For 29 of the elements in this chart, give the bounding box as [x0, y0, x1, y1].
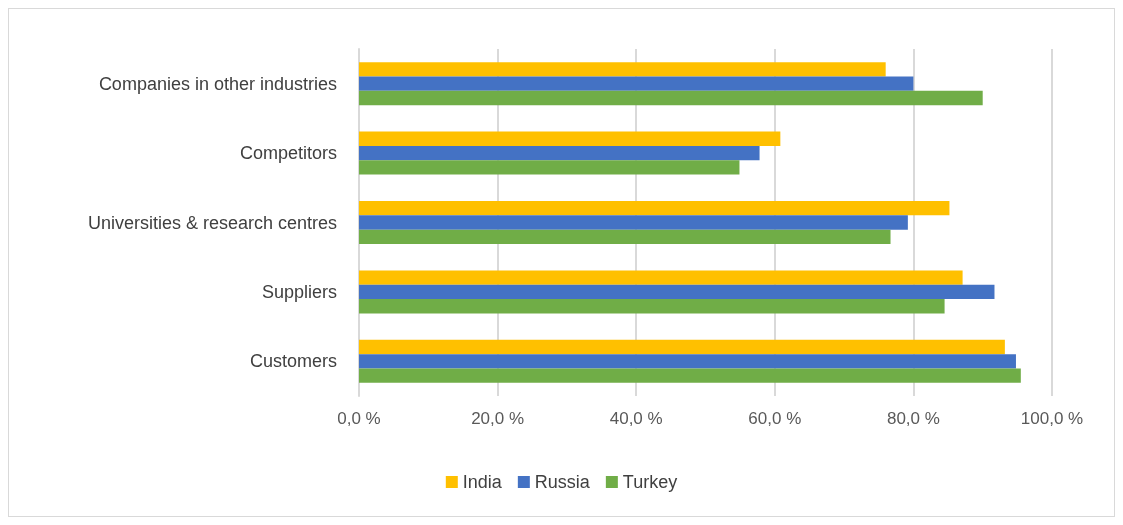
- x-tick-label: 60,0 %: [748, 409, 802, 428]
- x-tick-label: 40,0 %: [609, 409, 663, 428]
- bar: [359, 131, 781, 146]
- y-tick-label: Universities & research centres: [87, 212, 337, 233]
- bar: [359, 90, 983, 106]
- y-tick-label: Customers: [249, 351, 337, 372]
- y-tick-label: Suppliers: [261, 281, 337, 302]
- bar: [359, 368, 1021, 383]
- x-tick-label: 20,0 %: [471, 409, 525, 428]
- legend-label: India: [462, 472, 503, 492]
- legend-label: Russia: [534, 472, 591, 492]
- x-tick-label: 100,0 %: [1020, 409, 1084, 428]
- bar: [359, 354, 1016, 369]
- bar: [359, 299, 945, 314]
- bar: [359, 270, 963, 285]
- x-tick-label: 80,0 %: [886, 409, 940, 428]
- legend-label: Turkey: [622, 472, 678, 492]
- bar: [359, 76, 914, 91]
- y-tick-label: Competitors: [239, 143, 337, 164]
- x-tick-label: 0,0 %: [337, 409, 381, 428]
- bar: [359, 145, 760, 161]
- bar: [359, 229, 891, 245]
- bar: [359, 200, 950, 216]
- bar: [359, 62, 886, 77]
- bar: [359, 284, 995, 300]
- bar: [359, 160, 740, 175]
- bar: [359, 339, 1005, 355]
- bar: [359, 215, 908, 230]
- y-tick-label: Companies in other industries: [98, 73, 337, 94]
